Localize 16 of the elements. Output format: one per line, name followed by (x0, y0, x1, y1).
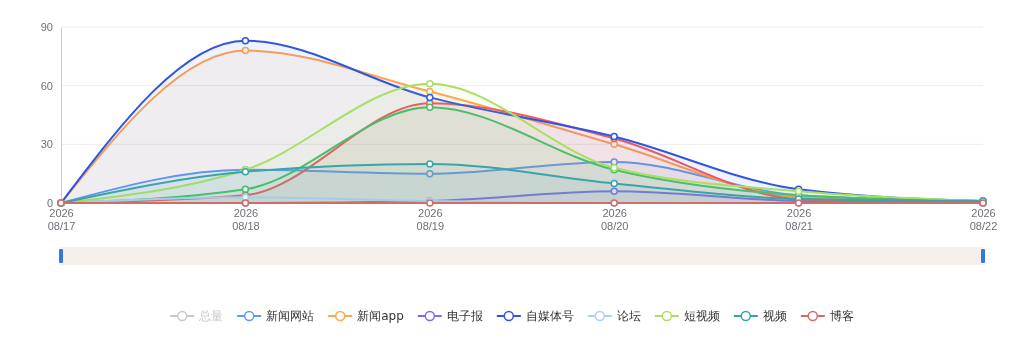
legend-label: 电子报 (446, 309, 483, 324)
y-tick-label: 30 (40, 138, 53, 151)
legend-label: 自媒体号 (525, 309, 574, 324)
x-tick-label: 2026 08/19 (416, 206, 445, 232)
legend-label: 博客 (829, 309, 854, 324)
y-tick-label: 60 (40, 79, 53, 92)
x-tick-label: 2026 08/20 (600, 206, 629, 232)
x-tick-label: 2026 08/21 (785, 206, 813, 232)
x-tick-label: 2026 08/22 (969, 206, 998, 232)
legend-label: 视频 (762, 309, 787, 324)
x-tick-label: 2026 08/18 (232, 206, 260, 232)
legend-label: 短视频 (683, 309, 720, 324)
legend-label: 新闻网站 (266, 309, 315, 324)
legend-label: 新闻app (357, 309, 404, 324)
legend-label: 论坛 (616, 309, 641, 324)
y-tick-label: 90 (40, 21, 53, 34)
